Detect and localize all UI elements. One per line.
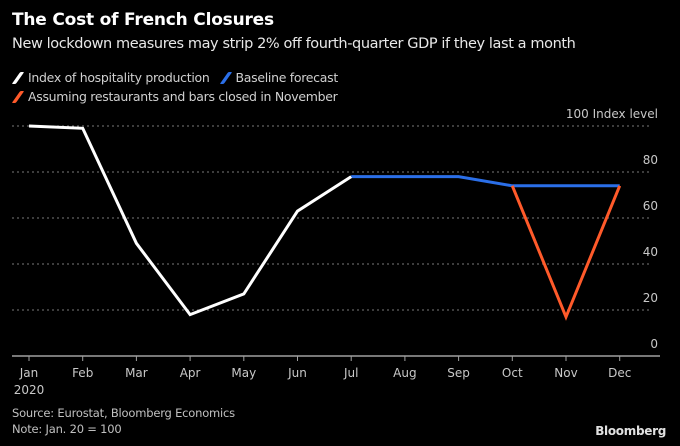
chart-title: The Cost of French Closures [12,10,274,30]
series-line-2 [510,185,622,321]
legend-label: Baseline forecast [235,70,339,85]
index-note: Note: Jan. 20 = 100 [12,422,122,436]
y-tick-label: 60 [643,199,658,213]
legend-item-hospitality: Index of hospitality production [11,70,210,85]
footer: Source: Eurostat, Bloomberg Economics No… [12,405,235,437]
x-tick-label: May [231,366,256,380]
source-note: Source: Eurostat, Bloomberg Economics [12,406,235,420]
x-axis: Jan 2020 Feb Mar Apr May Jun Jul Aug Sep Oct Nov Dec [12,355,660,397]
legend: Index of hospitality production Baseline… [11,68,348,106]
y-tick-label: 0 [650,337,658,351]
y-tick-label: 20 [643,291,658,305]
legend-item-closure: Assuming restaurants and bars closed in … [11,89,338,104]
y-tick-label: 100 Index level [566,107,658,121]
series-lines [28,124,622,321]
x-tick-sublabel: 2020 [14,383,45,397]
series-line-1 [351,175,620,188]
x-tick-label: Feb [72,366,93,380]
x-tick-label: Jan [19,366,39,380]
x-tick-label: Jun [287,366,307,380]
series-line-0 [28,124,353,317]
y-tick-label: 40 [643,245,658,259]
x-tick-label: Oct [502,366,523,380]
x-tick-label: Sep [447,366,470,380]
legend-label: Assuming restaurants and bars closed in … [28,89,338,104]
x-tick-label: Mar [125,366,148,380]
x-tick-label: Dec [608,366,631,380]
x-tick-label: Apr [180,366,201,380]
legend-swatch-icon [11,71,25,84]
y-tick-label: 80 [643,153,658,167]
gridlines [12,125,650,311]
bloomberg-logo: Bloomberg [595,424,666,438]
legend-label: Index of hospitality production [28,70,210,85]
chart-subtitle: New lockdown measures may strip 2% off f… [12,36,576,52]
legend-swatch-icon [219,71,232,84]
y-axis-ticks: 0 20 40 60 80 100 Index level [566,107,658,351]
x-tick-label: Nov [554,366,577,380]
line-chart: 0 20 40 60 80 100 Index level Jan 2020 Feb Mar Ap… [12,107,660,397]
x-tick-label: Aug [393,366,416,380]
x-tick-label: Jul [343,366,358,380]
legend-item-baseline: Baseline forecast [219,70,339,85]
